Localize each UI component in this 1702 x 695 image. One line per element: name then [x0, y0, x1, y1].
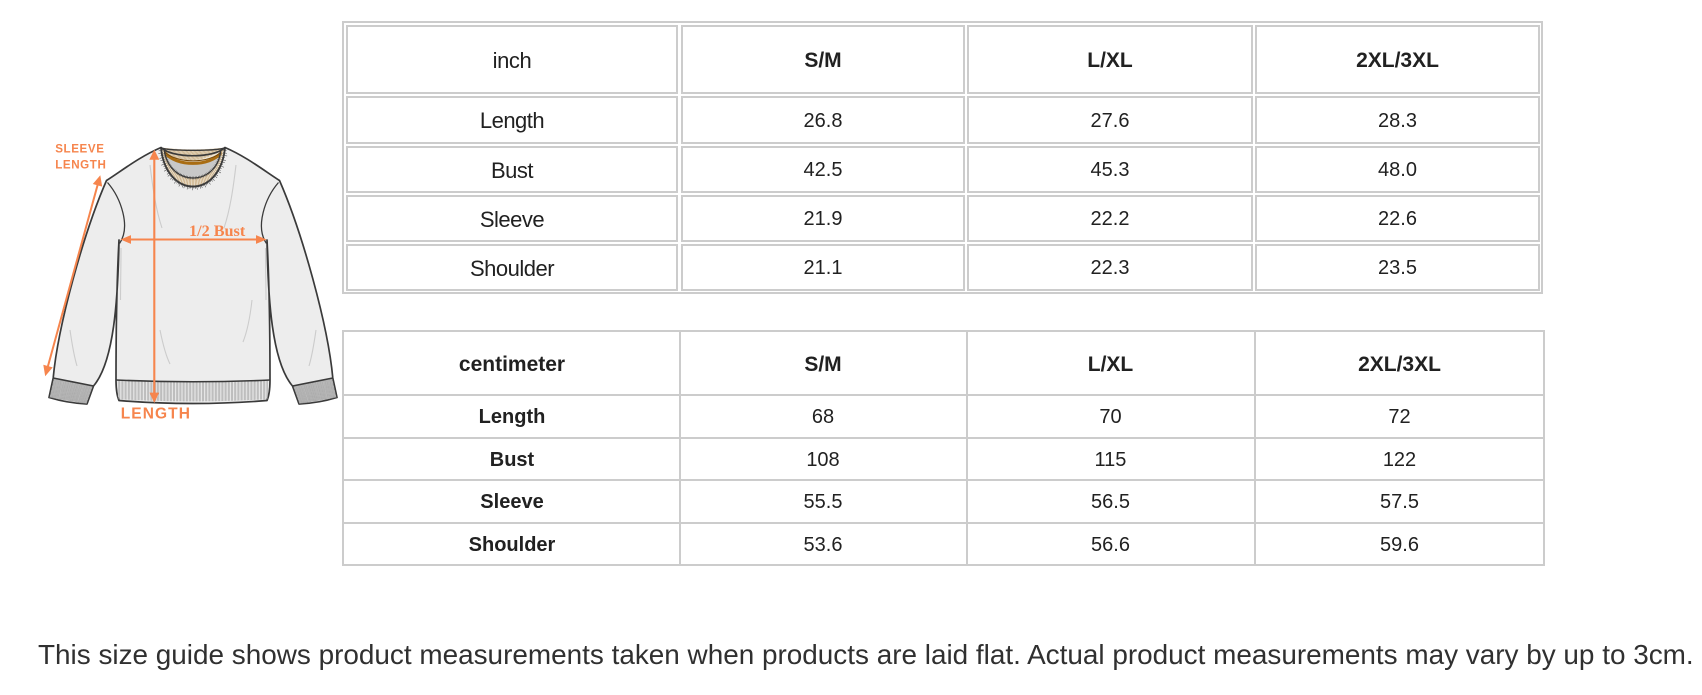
svg-text:1/2 Bust: 1/2 Bust: [189, 222, 246, 240]
svg-text:SLEEVE: SLEEVE: [55, 142, 104, 155]
svg-text:LENGTH: LENGTH: [55, 158, 106, 171]
svg-text:LENGTH: LENGTH: [121, 406, 191, 423]
